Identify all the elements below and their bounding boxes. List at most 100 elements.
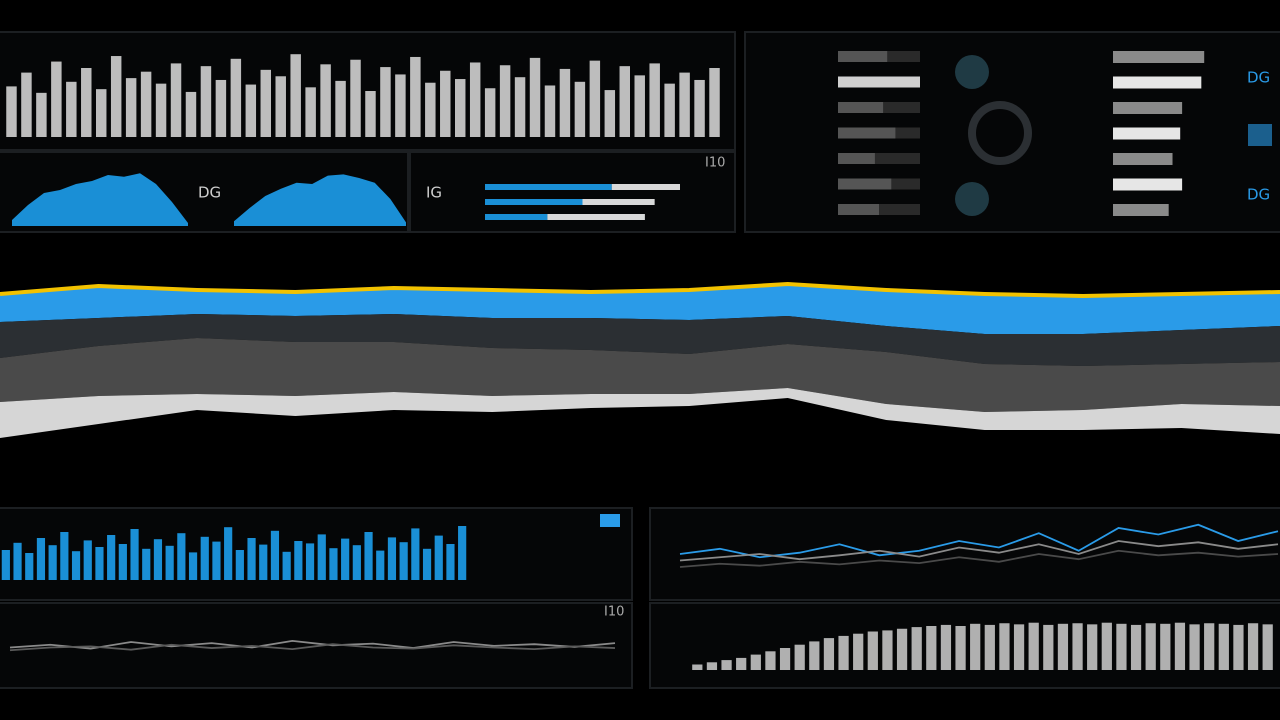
bar [1262,624,1273,670]
bar [275,76,286,137]
bar [1130,624,1142,670]
bar [48,545,57,580]
line [679,523,1279,559]
bar [692,664,703,670]
bar [634,75,645,137]
line [679,549,1279,568]
bar [694,79,705,137]
bar [1113,127,1181,140]
bar [1145,623,1156,670]
bar [706,662,718,670]
bar [60,532,69,580]
bar [838,635,849,670]
label: I10 [705,156,725,171]
bar [350,59,361,137]
bar [153,539,163,580]
dial [955,182,989,216]
bar [125,78,137,137]
label: IG [426,184,442,202]
bar [838,76,920,88]
bar [1057,623,1069,670]
bar [352,545,361,580]
bar [499,65,511,137]
top-line [0,281,1280,299]
bar [425,82,436,137]
bar [224,527,233,580]
bar [926,626,937,670]
bar [170,63,182,137]
area [12,173,188,226]
bar [305,87,316,137]
bar [329,548,338,580]
bar [896,628,908,670]
bar [177,533,186,580]
bar [544,85,556,137]
bar [940,624,952,670]
progress-segment [485,199,583,205]
bar [1113,153,1173,165]
bar-track [838,153,920,164]
bar [118,544,127,580]
bar [320,64,331,137]
bar [736,657,747,670]
bar [341,538,350,580]
bar [364,532,373,580]
bar [235,550,244,580]
bar [245,84,257,137]
bar [867,631,878,670]
progress-segment [582,199,655,205]
bar [882,630,893,670]
bar [142,548,151,580]
stream-layer [0,314,1280,366]
bar [395,74,406,137]
bar [1189,624,1200,670]
bar [765,651,776,670]
bar [107,535,116,580]
bar [13,542,22,580]
bar [200,66,212,137]
stream-layer [0,284,1280,334]
bar [434,535,443,580]
bar [838,51,888,62]
bar [185,91,197,137]
bar [66,81,77,137]
bar [25,553,34,580]
bar [1113,204,1169,216]
bar [484,88,496,137]
bar [779,648,791,670]
bar [21,72,32,137]
progress-segment [485,214,548,220]
bar [1072,623,1083,670]
bar [721,660,732,670]
line [9,643,616,652]
bar [230,58,242,137]
label: DG [198,184,221,202]
bar [955,626,966,670]
bar [970,623,981,670]
bar [999,623,1010,670]
ring [968,101,1032,165]
bar [446,544,455,580]
label: DG [1247,69,1270,87]
bar [794,644,805,670]
bar [83,540,92,580]
bar [619,66,631,137]
bar [294,541,303,580]
bar [1101,622,1112,670]
bar [589,60,601,137]
bar [247,538,256,580]
bar [838,178,892,190]
stream-layer [0,388,1280,438]
bar [458,526,467,580]
bar [387,537,397,580]
bar [380,67,391,137]
bar [6,86,17,137]
bar [1160,623,1171,670]
bar [81,68,92,137]
bar [469,62,481,138]
bar [664,83,675,137]
icon[interactable] [600,514,620,527]
bar [51,61,62,138]
